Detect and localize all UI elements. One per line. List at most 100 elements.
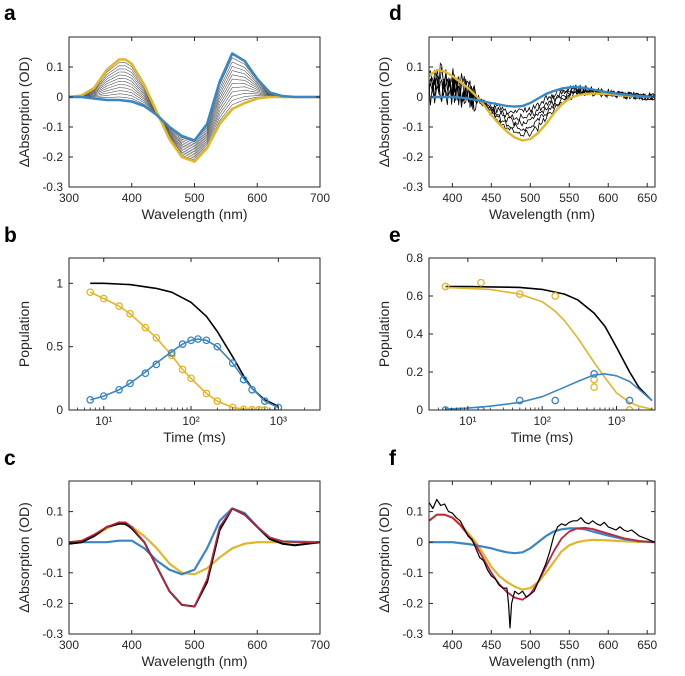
y-axis-label: Population [16, 301, 32, 367]
panel-c: c 300 400 500 600 700 -0.3 -0.2 -0.1 0 0.1 Waveleng… [4, 447, 330, 669]
y-axis-label: ΔAbsorption (OD) [16, 57, 32, 168]
marker-yellow-points-2 [115, 302, 123, 310]
y-tick-label: 0 [416, 535, 423, 549]
y-tick-label: -0.2 [42, 596, 63, 610]
marker-yellow-points-4 [590, 383, 598, 392]
axes-frame [428, 480, 656, 635]
y-tick-label: 0.4 [406, 327, 423, 341]
y-tick-label: 0.1 [406, 60, 423, 74]
marker-yellow-points-11 [228, 403, 237, 410]
y-tick-label: -0.1 [402, 566, 423, 580]
x-axis-label: Wavelength (nm) [489, 653, 595, 669]
panel-b: b 10¹ 10² 10³ 0 0.5 1 Time (ms) Population [4, 224, 321, 445]
y-tick-label: 1 [56, 276, 63, 290]
marker-yellow-points-3 [126, 309, 134, 318]
y-tick-label: -0.2 [42, 150, 63, 164]
panel-label-e: e [389, 224, 401, 247]
y-tick-label: 0.2 [406, 365, 423, 379]
marker-yellow-points-1 [477, 278, 485, 287]
x-tick-label: 400 [442, 191, 462, 205]
plot-area [86, 282, 283, 410]
plot-area [69, 52, 320, 163]
marker-blue-points-9 [194, 335, 202, 343]
x-axis-label: Wavelength (nm) [141, 653, 247, 669]
x-axis-label: Wavelength (nm) [141, 206, 247, 222]
series-line-blue-fit [89, 338, 279, 409]
y-tick-label: -0.3 [402, 627, 423, 641]
x-tick-label: 700 [310, 191, 330, 205]
panel-d: d 400 450 500 550 600 650 -0.3 -0.2 -0.1 0 0.1 Wavel… [376, 2, 658, 222]
intermediate-spectrum-4 [69, 71, 320, 156]
series-line-yellow-spectrum [429, 68, 655, 142]
y-axis-label: ΔAbsorption (OD) [16, 502, 32, 613]
marker-blue-points-10 [202, 336, 211, 345]
marker-blue-points-11 [213, 342, 222, 351]
marker-blue-points-2 [515, 396, 524, 405]
x-tick-label: 600 [598, 191, 618, 205]
marker-blue-points-3 [551, 396, 560, 405]
x-axis-label: Time (ms) [511, 429, 573, 445]
marker-yellow-points-10 [213, 397, 222, 405]
y-tick-label: -0.3 [42, 627, 63, 641]
x-tick-label: 10³ [608, 414, 625, 428]
y-axis-label: ΔAbsorption (OD) [376, 502, 392, 613]
panel-label-f: f [389, 447, 397, 470]
x-axis-label: Wavelength (nm) [489, 206, 595, 222]
x-tick-label: 300 [59, 191, 79, 205]
x-tick-label: 400 [442, 638, 462, 652]
y-tick-label: 0.1 [46, 505, 63, 519]
x-tick-label: 10¹ [459, 414, 476, 428]
marker-blue-points-12 [228, 359, 237, 367]
intermediate-spectrum-11 [69, 61, 320, 145]
y-tick-label: 0 [56, 535, 63, 549]
y-tick-label: 0 [56, 90, 63, 104]
marker-blue-points-0 [86, 396, 95, 404]
y-tick-label: 0 [416, 403, 423, 417]
marker-blue-points-1 [99, 392, 108, 400]
y-tick-label: 0.6 [406, 289, 423, 303]
x-tick-label: 500 [520, 638, 540, 652]
intermediate-spectrum-9 [69, 70, 320, 148]
axes-frame [428, 36, 656, 188]
x-tick-label: 300 [59, 638, 79, 652]
series-line-blue-component [429, 527, 655, 555]
intermediate-spectrum-10 [69, 65, 320, 146]
x-tick-label: 550 [559, 638, 579, 652]
x-tick-label: 500 [184, 191, 204, 205]
marker-blue-points-2 [115, 385, 123, 394]
x-tick-label: 450 [481, 191, 501, 205]
marker-yellow-points-1 [99, 294, 108, 303]
y-tick-label: 0.8 [406, 251, 423, 265]
series-line-early-spectrum [69, 58, 320, 163]
panel-label-b: b [4, 224, 17, 247]
axes-frame [68, 480, 321, 635]
y-tick-label: -0.1 [42, 566, 63, 580]
axes-frame [68, 36, 321, 188]
x-tick-label: 700 [310, 638, 330, 652]
x-tick-label: 450 [481, 638, 501, 652]
x-tick-label: 550 [559, 191, 579, 205]
y-axis-label: Population [376, 301, 392, 367]
marker-blue-points-14 [248, 385, 256, 394]
series-line-data [429, 498, 655, 629]
marker-blue-points-8 [187, 336, 195, 345]
marker-blue-points-15 [260, 397, 269, 405]
marker-blue-points-16 [274, 403, 283, 410]
y-tick-label: 0.1 [46, 60, 63, 74]
y-tick-label: 0 [56, 403, 63, 417]
series-line-late-spectrum [69, 52, 320, 142]
axes-frame [428, 257, 656, 411]
y-tick-label: -0.1 [42, 120, 63, 134]
series-line-data [69, 507, 320, 608]
y-tick-label: -0.1 [402, 120, 423, 134]
marker-blue-points-5 [152, 360, 161, 369]
y-axis-label: ΔAbsorption (OD) [376, 57, 392, 168]
y-tick-label: -0.2 [402, 596, 423, 610]
series-line-fit [69, 507, 320, 608]
marker-blue-points-7 [178, 340, 187, 348]
x-tick-label: 500 [520, 191, 540, 205]
panel-label-d: d [389, 2, 402, 25]
marker-yellow-points-9 [202, 389, 211, 398]
panel-label-c: c [4, 447, 16, 470]
plot-area [429, 62, 655, 142]
